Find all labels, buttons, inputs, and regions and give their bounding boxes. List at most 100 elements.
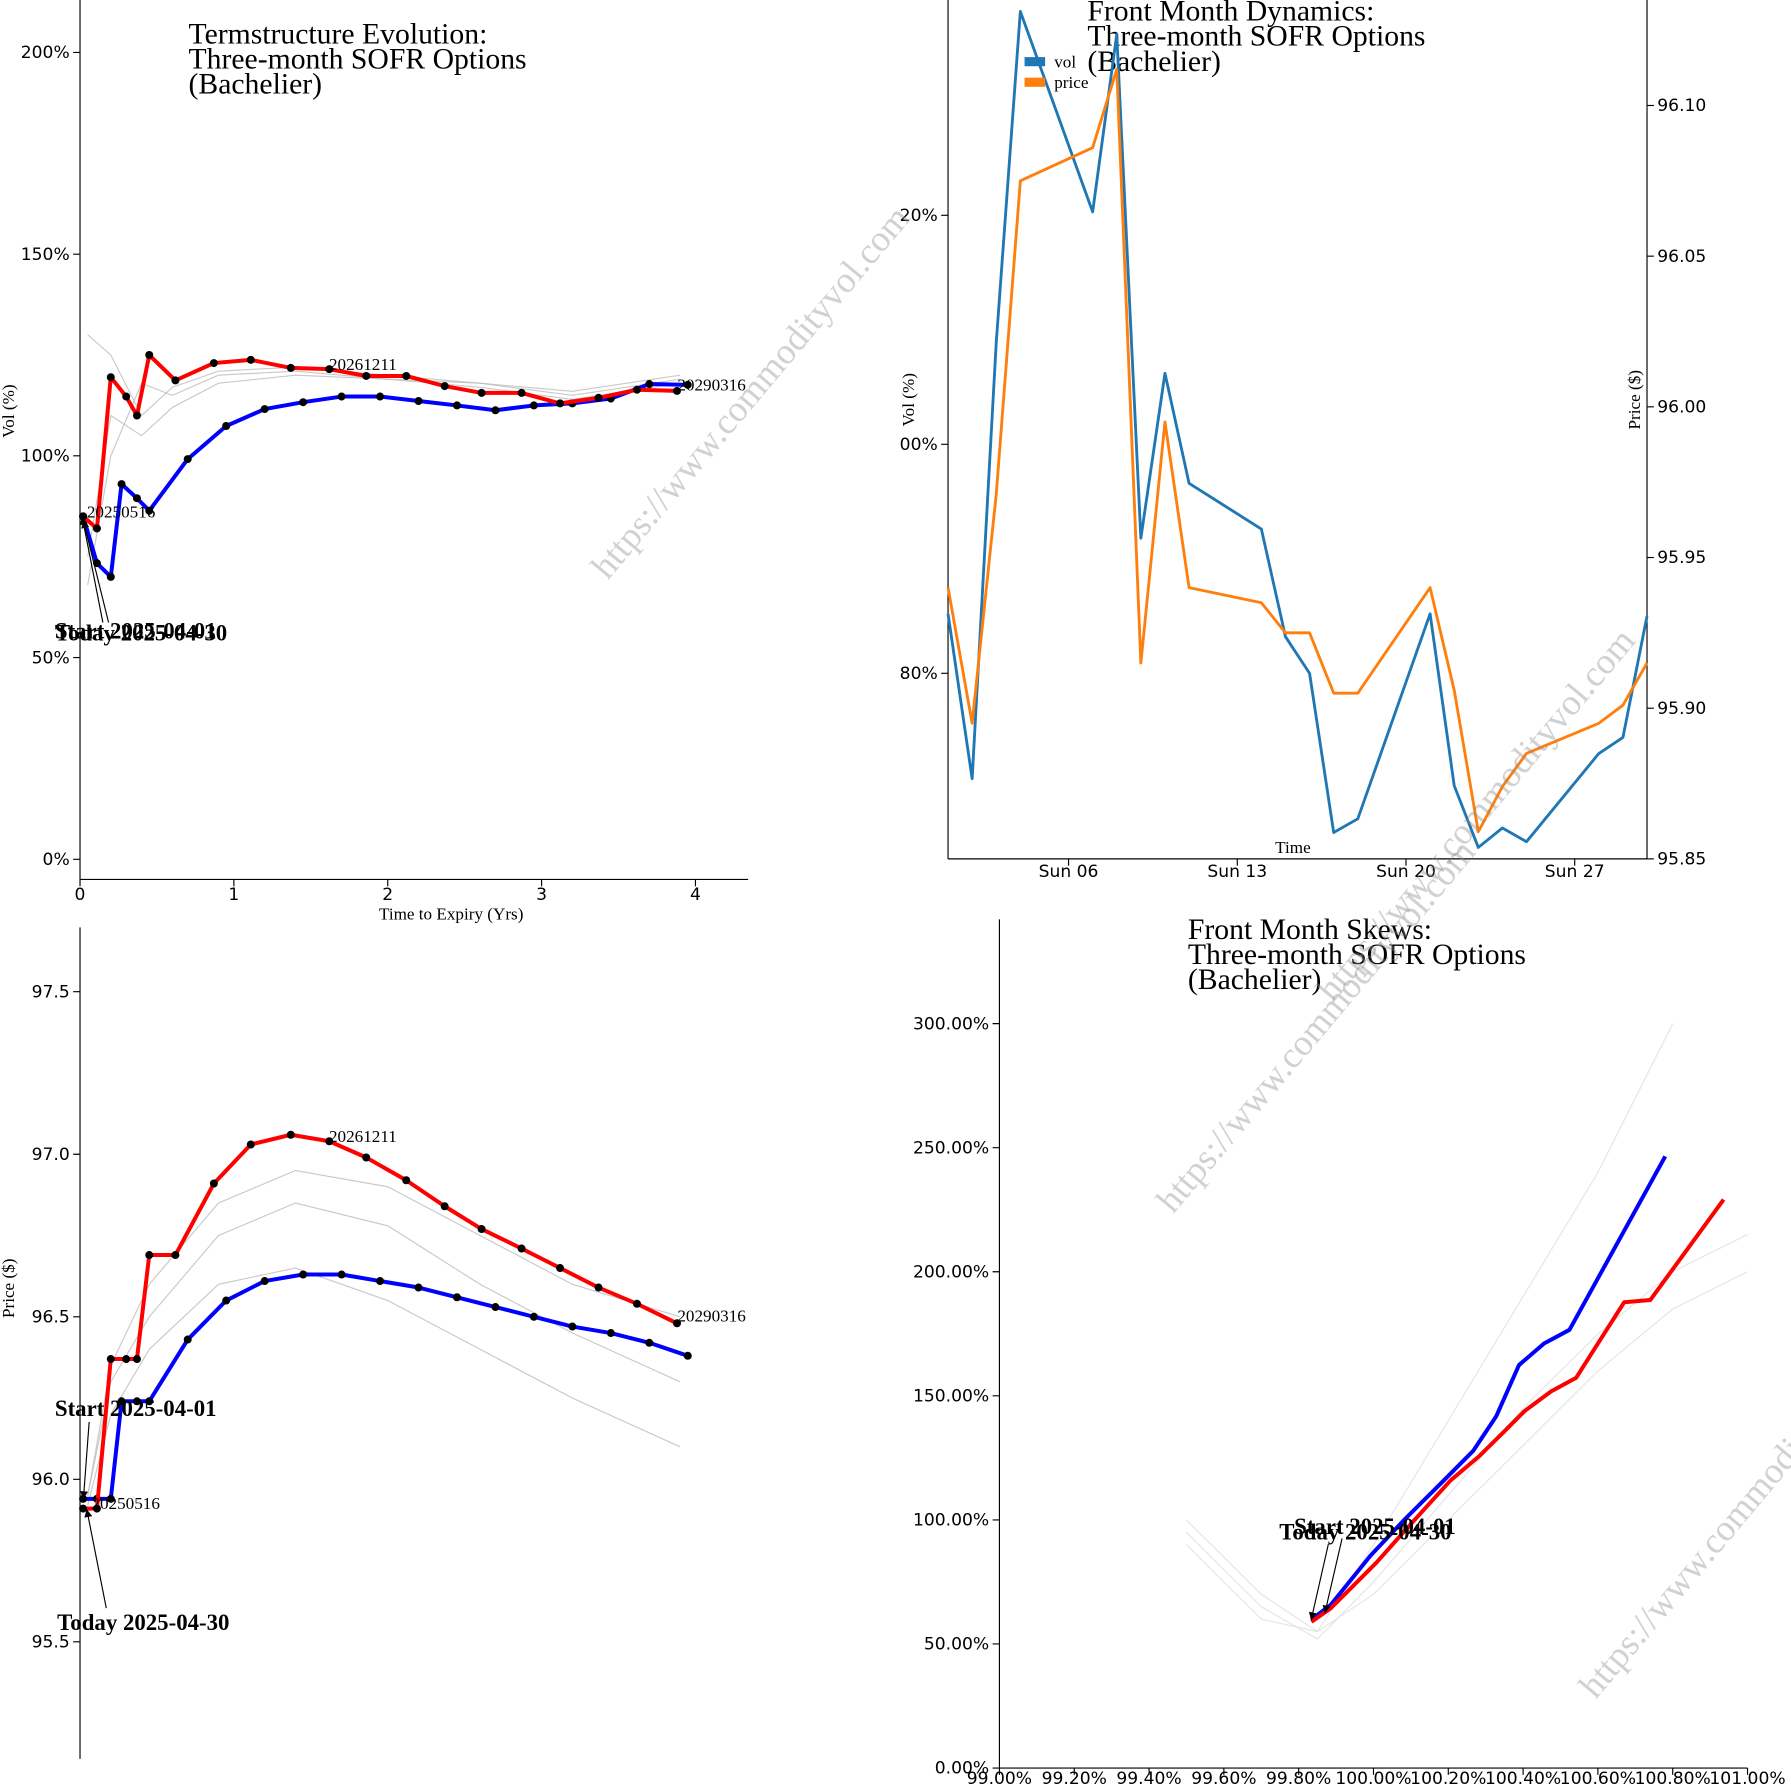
point-marker (183, 1335, 192, 1344)
point-marker (491, 1303, 500, 1312)
watermark: https://www.commodityvol.com (1570, 1317, 1791, 1705)
annotation: 20261211 (329, 1127, 397, 1146)
skew-chart: 0.00% 50.00% 100.00% 150.00% 200.00% 250.00% 3… (913, 914, 1786, 1789)
x-tick-label: 99.80% (1266, 1769, 1331, 1789)
x-tick-label: Sun 20 (1376, 862, 1436, 882)
annotation: 20250516 (91, 1494, 160, 1513)
y-tick-label: 50% (32, 648, 70, 668)
chart-title: Three-month SOFR Options (189, 44, 527, 76)
point-marker (132, 494, 141, 503)
y-tick-label: 300.00% (913, 1014, 989, 1034)
point-marker (517, 1244, 526, 1253)
y-tick-label: 97.5 (32, 982, 70, 1002)
y-axis-label: Vol (%) (0, 384, 18, 437)
annotation-arrow (1308, 1544, 1329, 1621)
legend-label: price (1054, 73, 1088, 92)
point-marker (491, 406, 500, 415)
point-marker (286, 1130, 295, 1139)
x-tick-label: 2 (382, 885, 393, 905)
point-marker (171, 376, 180, 385)
history-line (1186, 1023, 1674, 1633)
y-axis-label: Price ($) (0, 1259, 18, 1318)
y-tick-label: 150% (21, 245, 70, 265)
point-marker (132, 411, 141, 420)
x-tick-label: 1 (228, 885, 239, 905)
y-tick-label: 100.00% (913, 1511, 989, 1531)
annotation: Start 2025-04-01 (1294, 1514, 1456, 1539)
x-tick-label: Sun 06 (1039, 862, 1099, 882)
y-tick-label: 96.5 (32, 1307, 70, 1327)
point-marker (632, 1299, 641, 1308)
history-line (1186, 1234, 1748, 1640)
front-month-dynamics-chart: 80% 100% 120% 95.85 95.90 95.95 96.00 96.05 96.1… (889, 0, 1706, 882)
series-line (946, 67, 1649, 834)
y2-tick-label: 96.05 (1657, 247, 1706, 267)
point-marker (209, 1179, 218, 1188)
x-tick-label: 100.00% (1335, 1769, 1411, 1789)
point-marker (556, 1264, 565, 1273)
point-marker (414, 1283, 423, 1292)
point-marker (132, 1355, 141, 1364)
point-marker (632, 385, 641, 394)
y2-axis-label: Price ($) (1625, 370, 1644, 429)
chart-title: (Bachelier) (189, 69, 323, 101)
annotation-arrow (84, 1509, 107, 1609)
point-marker (171, 1251, 180, 1260)
point-marker (222, 1296, 231, 1305)
point-marker (92, 524, 101, 533)
point-marker (529, 1312, 538, 1321)
point-marker (92, 1504, 101, 1513)
point-marker (440, 382, 449, 391)
series-line (946, 10, 1649, 849)
annotation: 20290316 (677, 376, 746, 395)
termstructure-vol-chart: 0% 50% 100% 150% 200% 0 1 2 3 4 Termstructure Evol… (0, 0, 749, 923)
point-marker (594, 1283, 603, 1292)
point-marker (683, 380, 692, 389)
point-marker (145, 351, 154, 360)
annotation: Start 2025-04-01 (55, 618, 217, 643)
point-marker (299, 1270, 308, 1279)
y-tick-label: 250.00% (913, 1138, 989, 1158)
point-marker (402, 371, 411, 380)
x-tick-label: 100.20% (1410, 1769, 1486, 1789)
x-tick-label: 99.60% (1191, 1769, 1256, 1789)
x-tick-label: 100.60% (1560, 1769, 1636, 1789)
x-axis-label: Time to Expiry (Yrs) (379, 904, 523, 923)
annotation-arrow (81, 520, 110, 623)
y2-tick-label: 96.00 (1657, 398, 1706, 418)
annotation-arrow (79, 1421, 90, 1500)
x-tick-label: 100.80% (1635, 1769, 1711, 1789)
annotation-arrow (1322, 1538, 1343, 1614)
annotation: 20261211 (329, 355, 397, 374)
point-marker (376, 392, 385, 401)
point-marker (362, 1153, 371, 1162)
point-marker (376, 1277, 385, 1286)
point-marker (517, 388, 526, 397)
point-marker (452, 401, 461, 410)
series-line (1310, 1155, 1667, 1622)
y-tick-label: 200.00% (913, 1262, 989, 1282)
y-tick-label: 100% (889, 435, 938, 455)
chart-title: Three-month SOFR Options (1087, 21, 1425, 53)
point-marker (414, 396, 423, 405)
y2-tick-label: 96.10 (1657, 96, 1706, 116)
termstructure-price-chart: 95.5 96.0 96.5 97.0 97.5 Price ($) 20250516 202… (0, 927, 746, 1759)
point-marker (477, 1225, 486, 1234)
history-line (87, 370, 681, 586)
point-marker (222, 422, 231, 431)
y-tick-label: 200% (21, 43, 70, 63)
y-tick-label: 0.00% (935, 1759, 989, 1779)
point-marker (117, 1397, 126, 1406)
legend-swatch (1024, 57, 1046, 67)
point-marker (246, 355, 255, 364)
history-line (87, 1267, 681, 1506)
history-line (87, 334, 681, 417)
point-marker (106, 572, 115, 581)
point-marker (183, 455, 192, 464)
point-marker (145, 1397, 154, 1406)
point-marker (556, 399, 565, 408)
point-marker (79, 1504, 88, 1513)
annotation: 20290316 (677, 1306, 746, 1325)
point-marker (117, 480, 126, 489)
